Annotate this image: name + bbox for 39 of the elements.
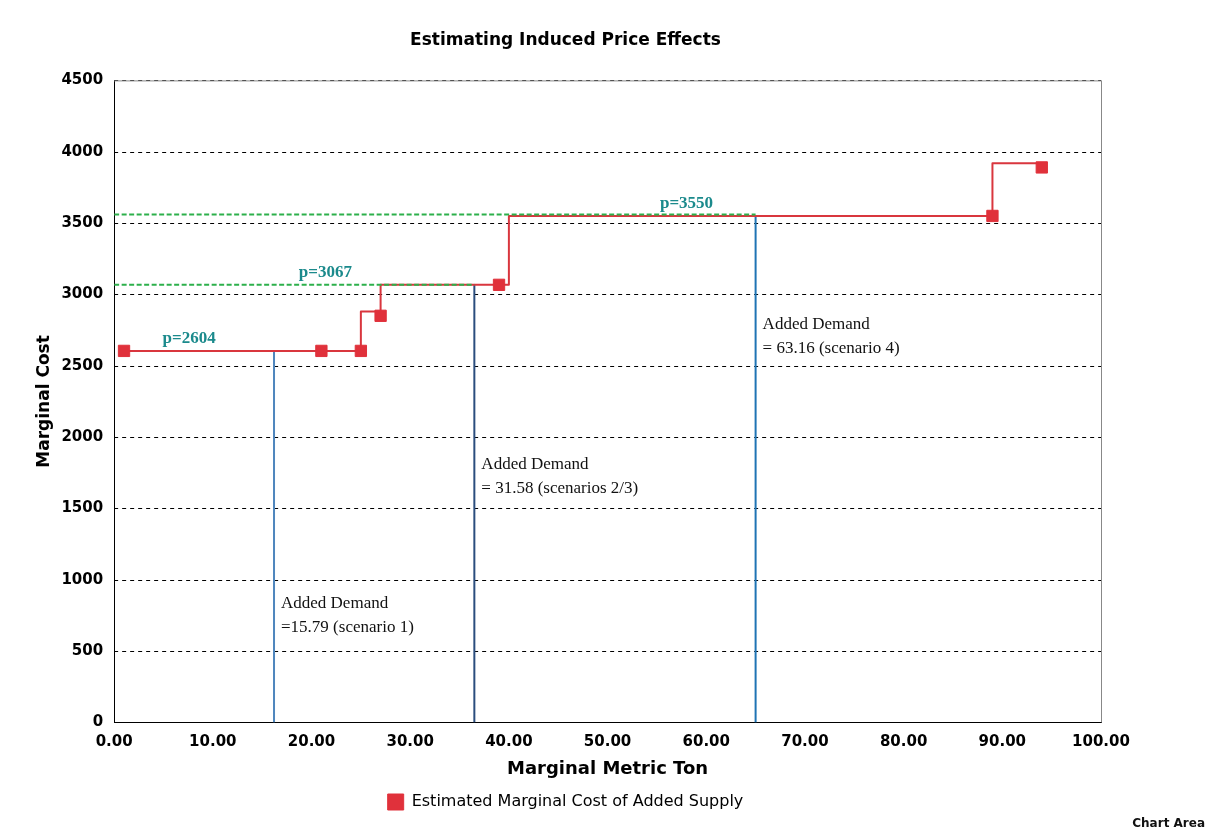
y-tick-label: 2500 <box>61 355 104 374</box>
annotation: p=3550 <box>659 192 714 212</box>
point <box>315 344 328 358</box>
y-tick-label: 500 <box>71 640 104 659</box>
point <box>492 278 506 291</box>
point <box>374 309 387 322</box>
y-tick-label: 4000 <box>61 141 104 160</box>
annotation: Added Demand = 63.16 (scenario 4) <box>762 313 900 357</box>
x-tick-label: 0.00 <box>95 732 133 751</box>
point <box>986 209 999 223</box>
chart-title: Estimating Induced Price Effects <box>410 28 721 49</box>
y-tick-label: 3500 <box>61 212 104 231</box>
x-tick-label: 50.00 <box>583 732 632 751</box>
point <box>354 344 368 358</box>
point <box>117 344 131 358</box>
annotation: Added Demand = 31.58 (scenarios 2/3) <box>481 453 639 497</box>
x-tick-label: 80.00 <box>879 732 928 751</box>
annotation: p=2604 <box>162 327 217 347</box>
x-axis-title: Marginal Metric Ton <box>506 756 709 778</box>
text: Chart Area <box>1132 816 1205 830</box>
x-tick-label: 40.00 <box>485 732 533 751</box>
y-tick-label: 0 <box>92 712 104 731</box>
x-tick-label: 20.00 <box>287 732 336 751</box>
y-tick-label: 1500 <box>61 498 104 517</box>
y-axis-title: Marginal Cost <box>32 335 53 468</box>
annotation: p=3067 <box>298 261 353 281</box>
x-tick-label: 70.00 <box>781 732 829 751</box>
x-tick-label: 30.00 <box>386 732 434 751</box>
y-tick-label: 4500 <box>61 70 104 89</box>
x-tick-label: 10.00 <box>189 732 237 751</box>
y-tick-label: 2000 <box>61 426 104 445</box>
y-tick-label: 3000 <box>61 284 104 303</box>
x-tick-label: 60.00 <box>682 732 730 751</box>
legend-label: Estimated Marginal Cost of Added Supply <box>411 791 744 811</box>
annotation: Added Demand =15.79 (scenario 1) <box>281 593 414 637</box>
y-tick-label: 1000 <box>61 569 104 588</box>
point <box>1035 161 1048 174</box>
x-tick-label: 90.00 <box>978 732 1027 751</box>
x-tick-label: 100.00 <box>1072 732 1130 751</box>
